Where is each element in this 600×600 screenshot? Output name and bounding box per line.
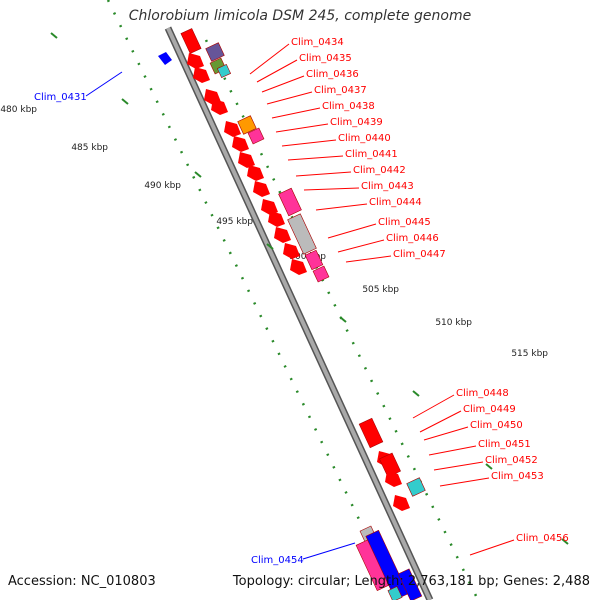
- tick-label: 505 kbp: [362, 285, 399, 295]
- gene-label: Clim_0435: [299, 53, 352, 64]
- gene-leader-line: [249, 43, 290, 75]
- outer-tick-ring: [204, 39, 480, 600]
- gene-label: Clim_0445: [378, 217, 431, 228]
- gene-label: Clim_0444: [369, 197, 422, 208]
- gene-leader-line: [85, 71, 123, 97]
- gene-label: Clim_0454: [251, 555, 304, 566]
- tick-label: 490 kbp: [144, 181, 181, 191]
- gene-label: Clim_0446: [386, 233, 439, 244]
- gene-label: Clim_0440: [338, 133, 391, 144]
- gene-feature-clim-0431: [158, 52, 172, 65]
- tick-mark: [50, 32, 58, 39]
- gene-feature: [290, 259, 307, 275]
- gene-leader-line: [261, 75, 305, 93]
- gene-feature: [278, 187, 302, 217]
- gene-feature: [247, 127, 265, 145]
- gene-label: Clim_0447: [393, 249, 446, 260]
- gene-leader-line: [281, 139, 337, 147]
- gene-leader-line: [287, 155, 344, 161]
- gene-label: Clim_0449: [463, 404, 516, 415]
- gene-feature: [187, 53, 204, 69]
- gene-feature: [387, 586, 403, 600]
- gene-feature: [393, 495, 410, 511]
- tick-mark: [194, 171, 202, 178]
- gene-feature: [304, 249, 324, 271]
- gene-leader-line: [327, 223, 377, 239]
- gene-label: Clim_0442: [353, 165, 406, 176]
- gene-leader-line: [315, 203, 368, 211]
- gene-label: Clim_0438: [322, 101, 375, 112]
- gene-label: Clim_0450: [470, 420, 523, 431]
- map-title: Chlorobium limicola DSM 245, complete ge…: [128, 8, 472, 24]
- gene-leader-line: [433, 461, 484, 471]
- gene-feature: [274, 227, 291, 243]
- gene-feature: [211, 99, 228, 115]
- gene-label: Clim_0456: [516, 533, 569, 544]
- gene-label: Clim_0434: [291, 37, 344, 48]
- gene-leader-line: [266, 91, 313, 105]
- gene-feature: [268, 211, 285, 227]
- gene-feature: [216, 63, 232, 79]
- gene-leader-line: [337, 239, 385, 253]
- gene-feature: [358, 417, 384, 449]
- tick-label: 515 kbp: [511, 349, 548, 359]
- gene-feature: [224, 121, 241, 137]
- gene-leader-line: [428, 445, 477, 456]
- gene-leader-line: [439, 477, 490, 487]
- gene-leader-line: [295, 171, 352, 177]
- gene-label: Clim_0452: [485, 455, 538, 466]
- tick-label: 480 kbp: [0, 105, 37, 115]
- gene-leader-line: [423, 426, 469, 441]
- tick-mark: [121, 98, 129, 105]
- gene-leader-line: [469, 539, 515, 556]
- gene-leader-line: [302, 542, 356, 560]
- gene-feature: [232, 136, 249, 152]
- gene-feature: [287, 213, 317, 255]
- backbone-highlight: [166, 27, 432, 600]
- accession-text: Accession: NC_010803: [8, 574, 156, 589]
- gene-feature: [180, 28, 202, 54]
- gene-label: Clim_0437: [314, 85, 367, 96]
- tick-label: 495 kbp: [216, 217, 253, 227]
- tick-mark: [266, 243, 274, 250]
- gene-label: Clim_0439: [330, 117, 383, 128]
- gene-leader-line: [271, 107, 321, 119]
- tick-mark: [485, 463, 493, 470]
- gene-leader-line: [303, 187, 360, 191]
- gene-feature: [397, 568, 423, 600]
- gene-label: Clim_0453: [491, 471, 544, 482]
- gene-feature: [247, 165, 264, 181]
- gene-feature: [193, 67, 210, 83]
- topology-text: Topology: circular; Length: 2,763,181 bp…: [232, 574, 590, 589]
- gene-label: Clim_0436: [306, 69, 359, 80]
- tick-mark: [339, 316, 347, 323]
- gene-feature: [261, 199, 278, 215]
- gene-label: Clim_0431: [34, 92, 87, 103]
- gene-label: Clim_0448: [456, 388, 509, 399]
- gene-feature: [238, 152, 255, 168]
- gene-feature: [385, 471, 402, 487]
- tick-mark: [412, 390, 420, 397]
- gene-feature: [237, 115, 257, 135]
- gene-leader-line: [256, 59, 298, 83]
- gene-label: Clim_0451: [478, 439, 531, 450]
- gene-leader-line: [275, 123, 329, 133]
- tick-label: 485 kbp: [71, 143, 108, 153]
- gene-feature: [253, 181, 270, 197]
- gene-leader-line: [412, 394, 455, 419]
- gene-feature: [312, 265, 330, 283]
- gene-label: Clim_0441: [345, 149, 398, 160]
- gene-label: Clim_0443: [361, 181, 414, 192]
- tick-label: 510 kbp: [435, 318, 472, 328]
- gene-leader-line: [419, 410, 462, 433]
- gene-feature: [205, 42, 225, 62]
- gene-feature: [406, 477, 426, 497]
- gene-feature: [283, 243, 300, 259]
- tick-mark: [561, 538, 569, 545]
- gene-leader-line: [345, 255, 392, 263]
